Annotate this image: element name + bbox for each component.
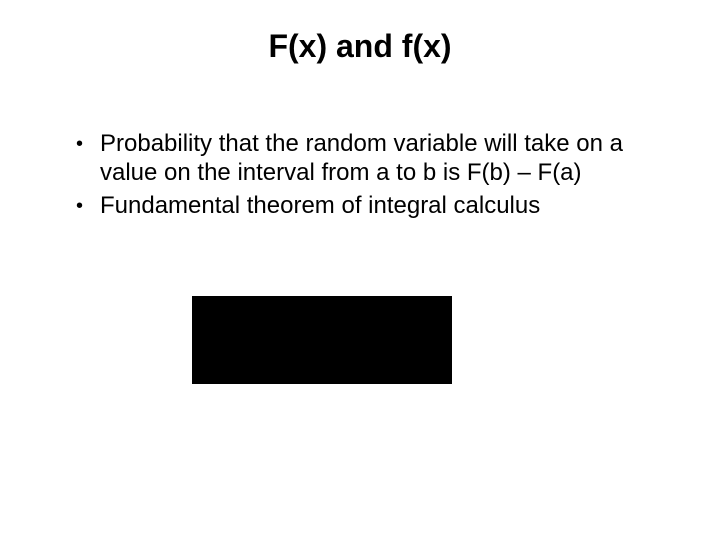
slide: F(x) and f(x) Probability that the rando… — [0, 0, 720, 540]
list-item: Fundamental theorem of integral calculus — [72, 192, 648, 221]
bullet-list: Probability that the random variable wil… — [72, 130, 648, 220]
equation-image-placeholder — [192, 296, 452, 384]
list-item: Probability that the random variable wil… — [72, 130, 648, 188]
slide-title: F(x) and f(x) — [0, 28, 720, 65]
slide-body: Probability that the random variable wil… — [72, 130, 648, 224]
